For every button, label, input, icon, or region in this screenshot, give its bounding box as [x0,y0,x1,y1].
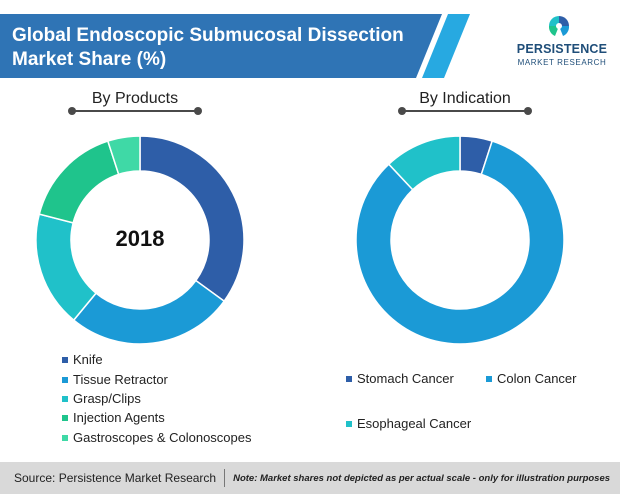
legend-label: Tissue Retractor [73,372,168,387]
chart-title: Global Endoscopic Submucosal Dissection … [12,24,462,72]
footer-divider [224,469,226,487]
legend-label: Knife [73,352,103,367]
legend-item-knife: Knife [62,352,103,367]
legend-label: Esophageal Cancer [357,416,472,431]
legend-item-tissue-retractor: Tissue Retractor [62,372,168,387]
heading-indication-underline [398,107,532,115]
banner-shape [0,14,470,78]
legend-swatch [486,375,492,382]
donut-slice-grasp-clips [35,213,98,322]
heading-indication-text: By Indication [419,90,511,107]
legend-swatch [62,356,68,363]
heading-by-indication: By Indication [398,90,532,115]
legend-label: Colon Cancer [497,371,577,386]
legend-item-stomach-cancer: Stomach Cancer [346,371,454,386]
note-text: Note: Market shares not depicted as per … [233,472,611,484]
title-line-1: Global Endoscopic Submucosal Dissection [12,25,404,46]
legend-item-esophageal-cancer: Esophageal Cancer [346,416,471,431]
logo-subtitle: MARKET RESEARCH [517,58,607,67]
logo-swirl-icon [548,16,570,36]
footer-bar: Source: Persistence Market Research Note… [0,462,620,494]
donut-chart-products [35,135,245,345]
title-line-2: Market Share (%) [12,49,167,70]
donut-slice-colon-cancer [355,140,565,345]
legend-label: Gastroscopes & Colonoscopes [73,430,252,445]
persistence-logo: PERSISTENCE MARKET RESEARCH [512,14,612,86]
donut-slice-injection-agents [38,140,120,224]
donut-slice-gastroscopes-colonoscopes [106,135,141,176]
logo-brand: PERSISTENCE [516,42,608,56]
legend-swatch [62,414,68,421]
legend-swatch [62,434,68,441]
donut-slice-knife [139,135,245,303]
legend-label: Grasp/Clips [73,391,141,406]
legend-swatch [62,376,68,383]
legend-swatch [62,395,68,402]
legend-swatch [346,375,352,382]
legend-item-injection-agents: Injection Agents [62,410,165,425]
donut-chart-indication [355,135,565,345]
title-banner: Global Endoscopic Submucosal Dissection … [0,14,470,78]
legend-label: Stomach Cancer [357,371,454,386]
heading-by-products: By Products [68,90,202,115]
donut-center-year: 2018 [115,226,165,251]
legend-swatch [346,420,352,427]
donut-slice-tissue-retractor [72,279,226,345]
heading-products-underline [68,107,202,115]
legend-item-grasp-clips: Grasp/Clips [62,391,141,406]
source-text: Source: Persistence Market Research [14,471,217,485]
legend-item-gastroscopes-colonoscopes: Gastroscopes & Colonoscopes [62,430,251,445]
heading-products-text: By Products [91,90,179,107]
donut-slice-esophageal-cancer [387,135,461,191]
legend-label: Injection Agents [73,410,165,425]
legend-item-colon-cancer: Colon Cancer [486,371,577,386]
